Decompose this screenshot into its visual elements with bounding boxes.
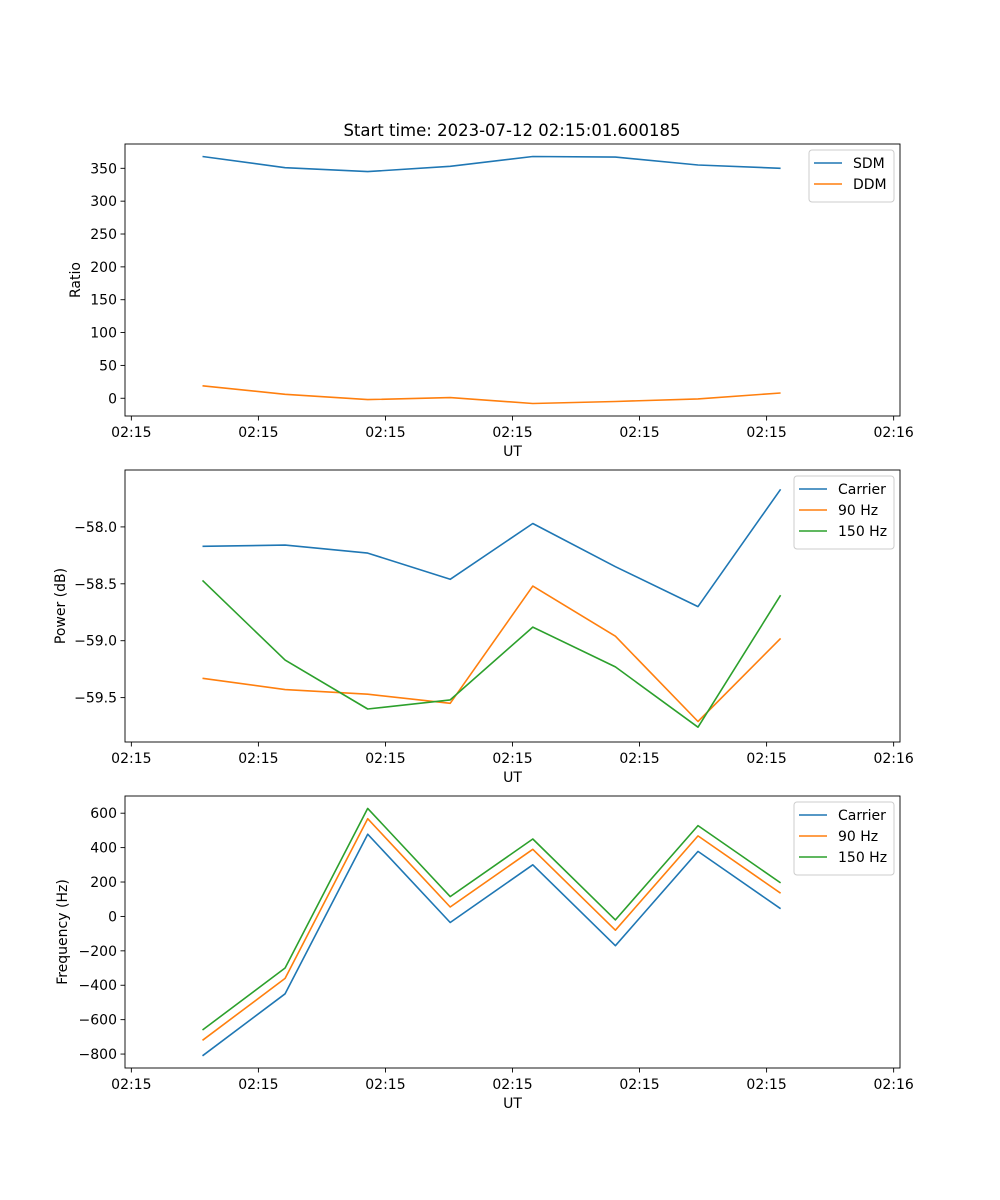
y-tick-label: 400 — [90, 841, 117, 857]
x-tick-label: 02:15 — [619, 425, 659, 441]
x-tick-label: 02:15 — [111, 751, 151, 767]
y-tick-label: −200 — [79, 944, 117, 960]
legend: Carrier 90 Hz 150 Hz — [793, 475, 895, 550]
legend: SDM DDM — [808, 149, 895, 203]
y-tick-label: −58.0 — [74, 520, 117, 536]
y-tick-label: −400 — [79, 978, 117, 994]
x-tick-label: 02:15 — [111, 1077, 151, 1093]
y-tick-label: 0 — [108, 391, 117, 407]
x-tick-label: 02:15 — [238, 425, 278, 441]
series-line-90-hz — [202, 817, 782, 1041]
axes-frame — [124, 143, 901, 417]
x-tick-label: 02:15 — [365, 751, 405, 767]
x-tick-label: 02:15 — [746, 751, 786, 767]
legend-entry: 150 Hz — [838, 524, 887, 540]
legend-entry: 150 Hz — [838, 850, 887, 866]
y-tick-label: 200 — [90, 260, 117, 276]
chart-panel-3: 02:15 02:15 02:15 02:15 02:15 02:15 02:16 −800 −… — [55, 795, 914, 1112]
y-tick-label: −800 — [79, 1047, 117, 1063]
x-tick-label: 02:16 — [873, 751, 913, 767]
legend-entry: Carrier — [838, 482, 886, 498]
x-tick-label: 02:15 — [492, 751, 532, 767]
axes-frame — [124, 469, 901, 743]
figure-title: Start time: 2023-07-12 02:15:01.600185 — [343, 121, 680, 140]
x-tick-label: 02:15 — [365, 425, 405, 441]
x-tick-label: 02:15 — [619, 1077, 659, 1093]
x-tick-label: 02:16 — [873, 1077, 913, 1093]
x-tick-label: 02:15 — [238, 1077, 278, 1093]
y-axis-label: Power (dB) — [53, 568, 69, 644]
x-axis-label: UT — [503, 770, 522, 786]
y-tick-label: 300 — [90, 194, 117, 210]
y-tick-label: 250 — [90, 227, 117, 243]
x-tick-label: 02:15 — [111, 425, 151, 441]
legend-entry: DDM — [853, 177, 887, 193]
chart-panel-1: 02:15 02:15 02:15 02:15 02:15 02:15 02:16 0 50 10… — [68, 143, 914, 460]
x-axis-label: UT — [503, 444, 522, 460]
legend-entry: Carrier — [838, 808, 886, 824]
legend-entry: SDM — [853, 156, 885, 172]
y-tick-label: 150 — [90, 293, 117, 309]
series-line-carrier — [202, 488, 782, 608]
x-tick-label: 02:16 — [873, 425, 913, 441]
y-tick-label: −59.0 — [74, 634, 117, 650]
y-tick-label: 100 — [90, 326, 117, 342]
chart-panel-2: 02:15 02:15 02:15 02:15 02:15 02:15 02:16 −59.5… — [53, 469, 914, 786]
y-axis-label: Ratio — [68, 262, 84, 298]
legend: Carrier 90 Hz 150 Hz — [793, 801, 895, 876]
x-tick-label: 02:15 — [492, 1077, 532, 1093]
series-line-ddm — [202, 385, 781, 405]
x-tick-label: 02:15 — [365, 1077, 405, 1093]
y-tick-label: −58.5 — [74, 577, 117, 593]
y-tick-label: 600 — [90, 806, 117, 822]
y-tick-label: −59.5 — [74, 691, 117, 707]
series-line-sdm — [202, 155, 781, 173]
y-tick-label: 0 — [108, 909, 117, 925]
legend-entry: 90 Hz — [838, 829, 878, 845]
y-tick-label: −600 — [79, 1013, 117, 1029]
x-tick-label: 02:15 — [746, 425, 786, 441]
series-line-90-hz — [202, 585, 782, 723]
series-line-150-hz — [201, 579, 782, 729]
legend-entry: 90 Hz — [838, 503, 878, 519]
y-tick-label: 200 — [90, 875, 117, 891]
x-tick-label: 02:15 — [492, 425, 532, 441]
series-line-150-hz — [202, 807, 782, 1031]
x-axis-label: UT — [503, 1096, 522, 1112]
x-tick-label: 02:15 — [619, 751, 659, 767]
y-tick-label: 50 — [99, 358, 117, 374]
y-tick-label: 350 — [90, 161, 117, 177]
x-tick-label: 02:15 — [238, 751, 278, 767]
x-tick-label: 02:15 — [746, 1077, 786, 1093]
y-axis-label: Frequency (Hz) — [55, 879, 71, 985]
series-line-carrier — [202, 833, 782, 1057]
